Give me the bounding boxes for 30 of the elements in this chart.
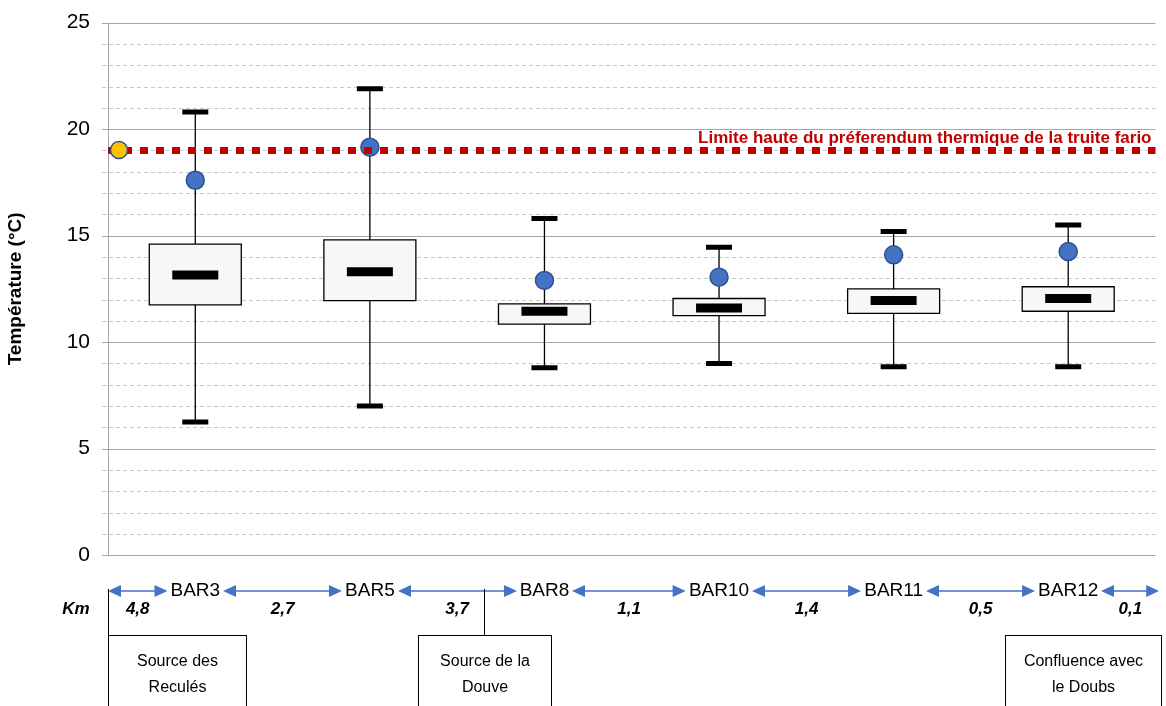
y-tick-label: 20 (66, 115, 90, 139)
text: Confluence avec le Doubs (1005, 635, 1162, 706)
point (185, 170, 206, 190)
text: 1,4 (794, 599, 819, 620)
text: 0,5 (968, 599, 993, 620)
x-tick-label: BAR10 (688, 578, 750, 600)
text: 4,8 (125, 599, 150, 620)
y-tick-label: 10 (66, 328, 90, 352)
x-tick-label: BAR12 (1038, 578, 1099, 600)
x-tick-label: BAR8 (519, 578, 570, 600)
y-tick-label: 0 (78, 542, 90, 565)
x-tick-label: BAR5 (345, 578, 395, 600)
x-tick-label: BAR11 (864, 578, 924, 600)
point (709, 267, 729, 287)
y-axis-title: Température (°C) (3, 212, 25, 366)
text: 1,1 (617, 599, 641, 620)
y-tick-label: 15 (66, 222, 90, 246)
text: Km (62, 599, 90, 620)
ref-line-label: Limite haute du préferendum thermique de la truite fario (698, 127, 1152, 147)
x-tick-label: BAR3 (170, 578, 221, 600)
text: 0,1 (1118, 599, 1143, 620)
text: 2,7 (270, 599, 295, 620)
point (534, 270, 555, 291)
y-tick-label: 5 (78, 435, 90, 459)
point (883, 245, 904, 265)
text: 3,7 (445, 599, 469, 620)
source-note: Source de la Douve (418, 635, 552, 706)
y-tick-label: 25 (66, 9, 90, 33)
source-note: Source des Reculés (108, 635, 247, 706)
point (1058, 241, 1078, 262)
